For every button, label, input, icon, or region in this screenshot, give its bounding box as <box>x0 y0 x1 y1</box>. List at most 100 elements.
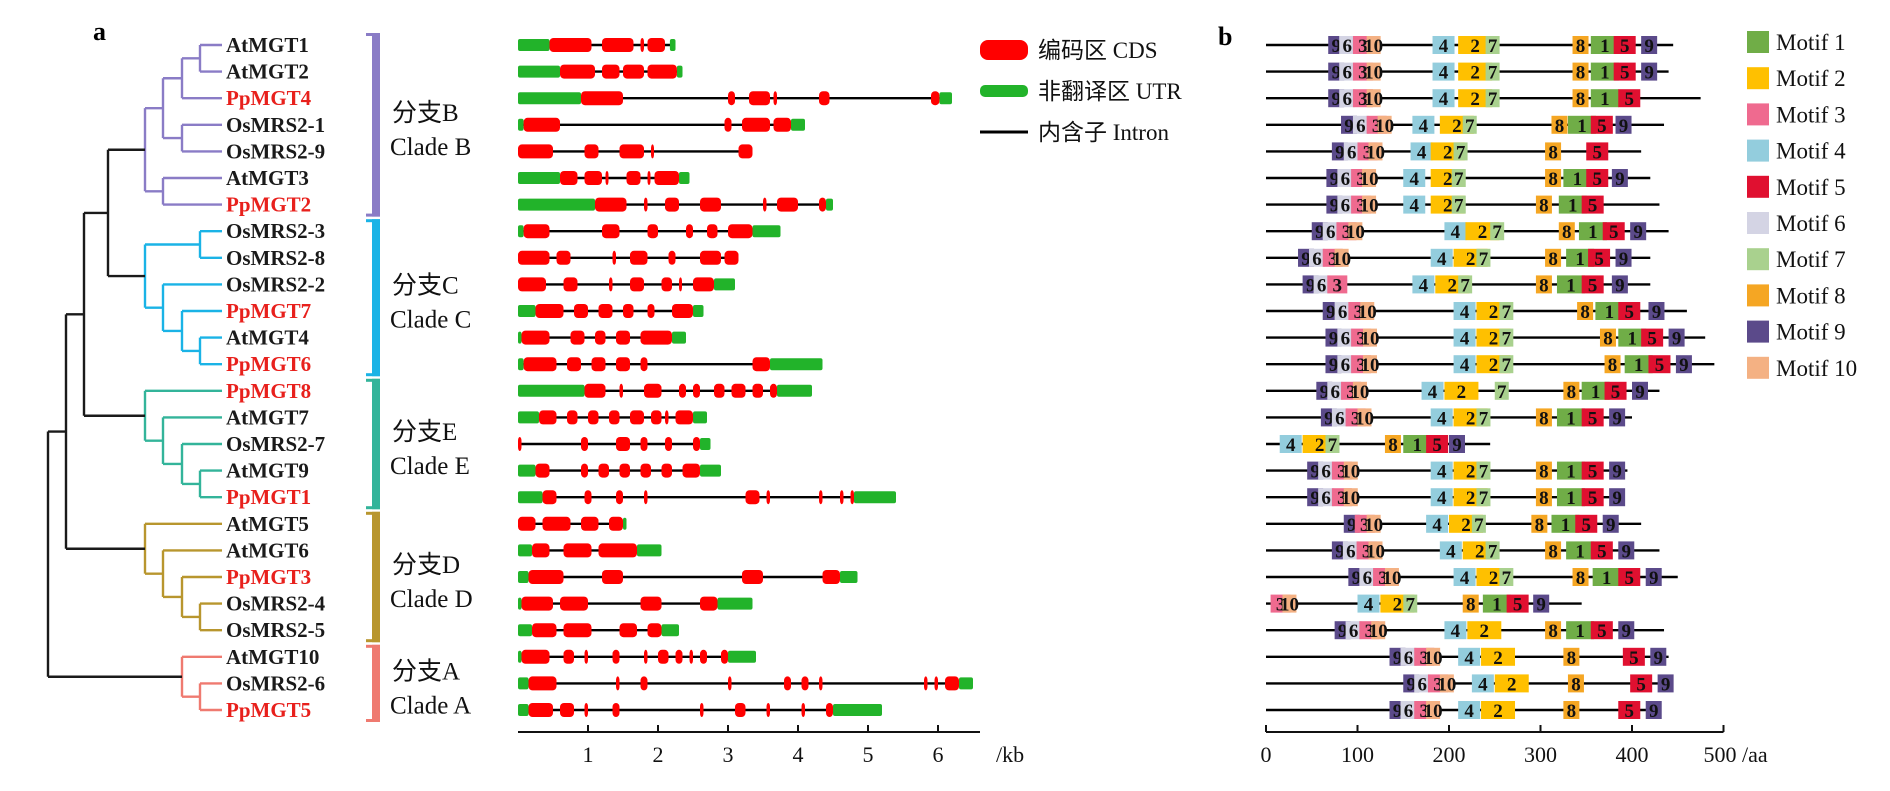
motif-number: 4 <box>1437 488 1447 509</box>
motif-number: 6 <box>1335 408 1345 429</box>
clade-bracket-bar <box>372 644 380 722</box>
motif-number: 10 <box>1341 488 1360 509</box>
motif-number: 6 <box>1404 648 1414 669</box>
motif-number: 9 <box>1619 249 1629 270</box>
motif-number: 8 <box>1388 435 1398 456</box>
cds-block <box>675 410 693 425</box>
motif-box <box>1485 89 1500 108</box>
motif-number: 4 <box>1446 541 1456 562</box>
motif-number: 3 <box>1419 701 1429 722</box>
cds-block <box>609 516 623 531</box>
gene-structure-row <box>518 304 704 318</box>
motif-number: 7 <box>1328 435 1338 456</box>
motif-row: 9 6 310 4 2 7 8 1 5 9 <box>1266 461 1628 483</box>
gene-name: PpMGT6 <box>226 352 311 376</box>
motif-number: 9 <box>1331 89 1341 110</box>
motif-number: 3 <box>1356 196 1366 217</box>
cds-block <box>738 144 753 159</box>
motif-box <box>1357 408 1372 427</box>
cds-block <box>595 197 627 212</box>
motif-box <box>1648 302 1665 320</box>
motif-number: 8 <box>1548 621 1558 642</box>
motif-box <box>1581 195 1604 214</box>
utr-block <box>518 172 560 184</box>
motif-box <box>1313 275 1330 294</box>
motif-box <box>1641 62 1658 81</box>
motif-legend-label: Motif 2 <box>1776 66 1846 91</box>
motif-number: 9 <box>1536 595 1546 616</box>
motif-number: 9 <box>1644 36 1654 57</box>
utr-block <box>518 384 585 397</box>
motif-box <box>1648 355 1671 374</box>
motif-number: 9 <box>1335 541 1345 562</box>
motif-box <box>1343 488 1358 507</box>
motif-box <box>1618 328 1647 347</box>
motif-number: 8 <box>1567 648 1577 669</box>
motif-box <box>1499 328 1514 347</box>
motif-number: 9 <box>1649 568 1659 589</box>
gene-name: OsMRS2-3 <box>226 219 325 243</box>
gene-structure-row <box>518 357 823 372</box>
motif-box <box>1451 169 1466 187</box>
motif-number: 2 <box>1507 674 1517 695</box>
motif-number: 1 <box>1602 568 1612 589</box>
gene-structure-axis: 1 2 3 4 5 6/kb <box>518 725 1024 767</box>
motif-box <box>1339 36 1356 54</box>
cds-block <box>549 38 592 52</box>
cds-block <box>612 703 620 717</box>
cds-block <box>840 490 844 505</box>
motif-box <box>1563 701 1580 719</box>
motif-box <box>1368 142 1383 161</box>
cds-block <box>584 171 602 185</box>
motif-box <box>1453 142 1468 161</box>
gene-structure-row <box>518 64 683 79</box>
cds-block <box>647 623 662 638</box>
motif-box <box>1337 355 1354 374</box>
motif-box <box>1360 302 1375 320</box>
cds-block <box>612 649 620 664</box>
motif-box <box>1430 248 1453 267</box>
motif-number: 2 <box>1448 275 1458 296</box>
utr-block <box>700 438 711 450</box>
motif-box <box>1476 408 1491 427</box>
motif-legend-label: Motif 10 <box>1776 356 1857 381</box>
cds-block <box>535 463 550 478</box>
motif-box <box>1482 594 1511 613</box>
motif-number: 7 <box>1479 462 1489 483</box>
cds-block <box>700 649 707 664</box>
motif-box <box>1615 248 1632 267</box>
motif-box <box>1595 302 1624 320</box>
motif-legend-swatch <box>1747 31 1769 53</box>
motif-number: 9 <box>1329 329 1339 350</box>
cds-block <box>826 703 833 717</box>
motif-box <box>1403 594 1418 613</box>
utr-block <box>676 65 683 78</box>
motif-box <box>1535 195 1552 214</box>
motif-number: 10 <box>1366 142 1385 163</box>
motif-box <box>1590 62 1619 81</box>
clade-label-en: Clade D <box>390 586 473 613</box>
motif-box <box>1599 328 1616 347</box>
cds-block <box>567 357 581 372</box>
motif-number: 3 <box>1342 222 1352 243</box>
motif-number: 9 <box>1615 169 1625 190</box>
legend-label: 非翻译区 UTR <box>1038 79 1182 104</box>
utr-block <box>770 358 823 371</box>
motif-box <box>1430 408 1453 427</box>
motif-number: 5 <box>1620 36 1630 57</box>
motif-number: 6 <box>1321 488 1331 509</box>
motif-number: 2 <box>1466 462 1476 483</box>
motif-box <box>1334 302 1351 320</box>
cds-block <box>619 144 644 159</box>
motif-number: 10 <box>1369 621 1388 642</box>
motif-number: 9 <box>1352 568 1362 589</box>
gene-structure-row <box>518 623 679 638</box>
motif-number: 8 <box>1576 89 1586 110</box>
motif-box <box>1430 461 1453 480</box>
cds-block <box>528 676 557 691</box>
motif-box <box>1535 275 1552 294</box>
motif-number: 7 <box>1460 275 1470 296</box>
cds-block <box>693 437 700 451</box>
motif-number: 8 <box>1539 462 1549 483</box>
utr-block <box>959 677 973 690</box>
